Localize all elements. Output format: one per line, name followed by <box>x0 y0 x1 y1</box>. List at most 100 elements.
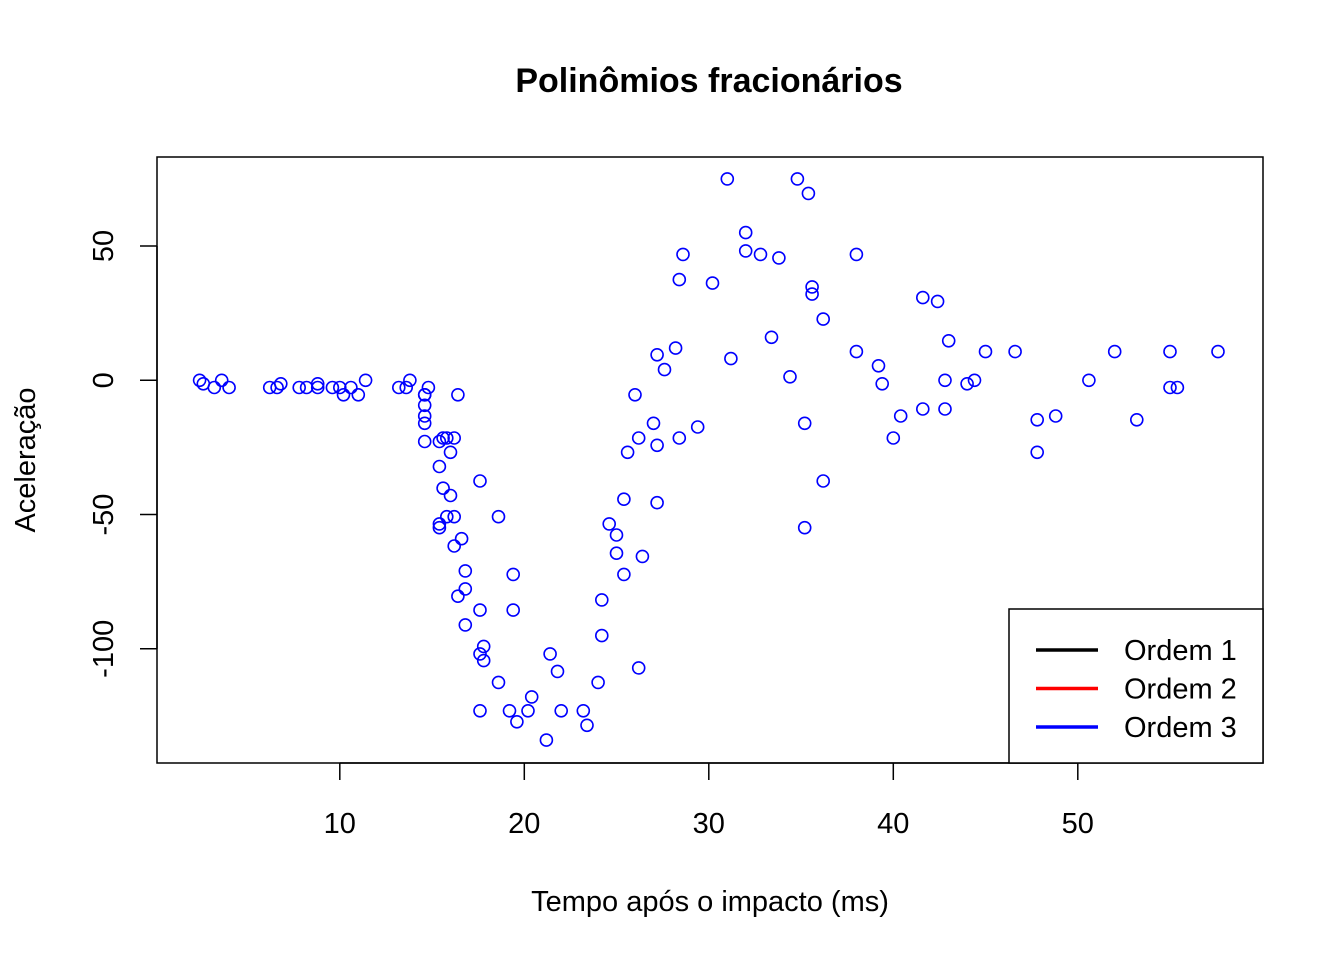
data-point <box>439 509 454 524</box>
y-tick-label: -100 <box>88 620 120 678</box>
data-point <box>443 488 458 503</box>
data-point <box>797 520 812 535</box>
data-point <box>790 172 805 186</box>
data-point <box>893 409 908 423</box>
x-tick-label: 50 <box>1062 808 1094 840</box>
data-point <box>668 341 683 355</box>
data-point <box>875 376 890 391</box>
data-point <box>657 362 672 377</box>
data-point <box>724 351 738 366</box>
data-point <box>1048 409 1063 423</box>
data-point <box>938 402 952 416</box>
data-point <box>417 398 432 413</box>
data-point <box>417 416 432 431</box>
data-point <box>207 380 222 395</box>
data-point <box>473 703 487 718</box>
x-tick-label: 10 <box>324 808 356 840</box>
data-point <box>646 416 661 431</box>
data-point <box>816 312 831 326</box>
data-point <box>738 244 753 258</box>
data-point <box>805 280 819 294</box>
data-point <box>554 703 569 718</box>
data-point <box>417 409 432 423</box>
data-point <box>351 387 366 402</box>
data-point <box>1082 373 1096 388</box>
data-point <box>960 376 974 391</box>
data-point <box>1107 344 1122 359</box>
chart-title: Polinômios fracionários <box>515 62 902 100</box>
data-point <box>617 567 631 582</box>
data-point <box>938 373 952 388</box>
data-point <box>650 347 664 362</box>
data-point <box>270 380 284 395</box>
data-point <box>436 481 450 496</box>
data-point <box>506 567 521 582</box>
data-point <box>214 373 229 388</box>
data-point <box>292 380 307 395</box>
y-axis-label: Aceleração <box>10 387 42 532</box>
x-axis-label: Tempo após o impacto (ms) <box>531 886 889 918</box>
data-point <box>849 344 864 359</box>
data-point <box>196 376 211 391</box>
data-point <box>635 549 650 564</box>
legend-box <box>1008 608 1264 764</box>
data-point <box>222 380 236 395</box>
data-point <box>672 272 687 287</box>
data-point <box>473 647 487 661</box>
data-point <box>473 474 487 488</box>
data-point <box>930 294 945 309</box>
data-point <box>432 517 447 531</box>
data-point <box>510 714 524 729</box>
x-tick-label: 20 <box>508 808 540 840</box>
x-tick-label: 30 <box>693 808 725 840</box>
data-point <box>650 438 664 453</box>
data-point <box>705 276 720 290</box>
data-point <box>764 330 779 345</box>
data-point <box>539 733 554 747</box>
data-point <box>443 445 458 460</box>
data-point <box>967 373 982 388</box>
data-point <box>336 387 351 402</box>
data-point <box>458 564 473 578</box>
data-point <box>631 431 646 445</box>
legend-label: Ordem 3 <box>1124 712 1237 744</box>
data-point <box>403 373 417 388</box>
data-point <box>476 653 491 668</box>
data-point <box>915 290 930 305</box>
data-point <box>451 387 465 402</box>
data-point <box>447 431 462 445</box>
data-point <box>805 287 819 301</box>
data-point <box>344 380 358 395</box>
data-point <box>1030 445 1044 460</box>
data-point <box>432 520 447 535</box>
data-point <box>941 333 956 348</box>
y-tick-label: 50 <box>88 230 120 262</box>
data-point <box>816 474 831 488</box>
data-point <box>476 639 491 654</box>
data-point <box>720 172 735 186</box>
data-point <box>521 703 535 718</box>
data-point <box>591 675 605 690</box>
data-point <box>753 247 768 262</box>
data-point <box>454 531 469 546</box>
data-point <box>432 459 447 474</box>
data-point <box>1211 344 1225 359</box>
data-point <box>491 509 506 524</box>
data-point <box>620 445 635 460</box>
legend-label: Ordem 2 <box>1124 674 1237 706</box>
data-point <box>506 603 521 617</box>
data-point <box>628 387 642 402</box>
data-point <box>299 380 314 395</box>
data-point <box>650 495 664 510</box>
data-point <box>849 247 864 262</box>
y-axis: 50 0 -50 -100 <box>88 230 158 678</box>
data-point <box>310 376 325 391</box>
data-point <box>550 664 565 679</box>
data-point <box>399 380 414 395</box>
data-point <box>325 380 340 395</box>
data-point <box>631 661 646 675</box>
data-point <box>797 416 812 431</box>
data-point <box>1163 380 1177 395</box>
data-point <box>447 509 462 524</box>
